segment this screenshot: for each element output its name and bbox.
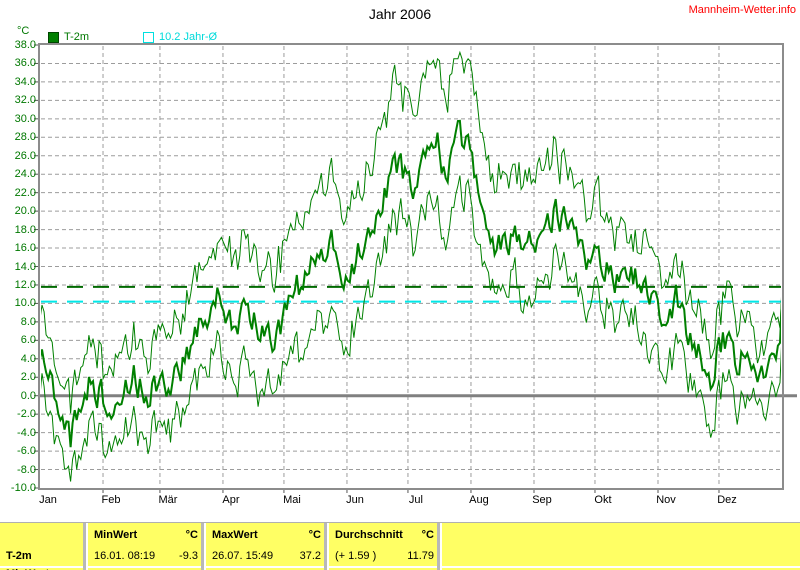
- x-axis-label-mär: Mär: [158, 494, 178, 506]
- stats-value-empty: [440, 546, 800, 566]
- stats-row-label: T-2m: [0, 546, 86, 566]
- x-axis-label-jan: Jan: [39, 494, 57, 506]
- legend-item-longterm-average: 10.2 Jahr-Ø: [143, 31, 217, 43]
- durchschnitt-header-label: Durchschnitt: [335, 528, 403, 541]
- stats-clipped-row-label: MinWert: [0, 566, 86, 570]
- durchschnitt-unit-label: °C: [421, 528, 434, 541]
- y-axis-label: 22.0: [14, 186, 36, 199]
- y-axis-label: 4.0: [20, 352, 36, 365]
- min-datetime: 16.01. 08:19: [94, 550, 156, 562]
- y-axis-label: 24.0: [14, 168, 36, 181]
- x-axis-label-mai: Mai: [283, 494, 301, 506]
- max-datetime: 26.07. 15:49: [212, 550, 274, 562]
- minwert-unit-label: °C: [185, 528, 198, 541]
- stats-clipped-cell: [86, 566, 204, 570]
- y-axis-label: -8.0: [17, 463, 36, 476]
- y-axis-label: 38.0: [14, 39, 36, 51]
- t2m-mean-line: [41, 119, 781, 448]
- stats-header-minwert: MinWert °C: [86, 523, 204, 546]
- stats-max-cell: 26.07. 15:49 37.2: [204, 546, 327, 566]
- stats-header-durchschnitt: Durchschnitt °C: [327, 523, 440, 546]
- x-axis-label-jun: Jun: [346, 494, 364, 506]
- y-axis-label: 26.0: [14, 149, 36, 162]
- average-value: 11.79: [407, 550, 434, 562]
- y-axis-label: 2.0: [20, 371, 36, 384]
- page-title: Jahr 2006: [368, 6, 432, 22]
- plot-border: [38, 43, 784, 490]
- stats-corner-cell: [0, 523, 86, 546]
- stats-header-maxwert: MaxWert °C: [204, 523, 327, 546]
- x-axis-label-aug: Aug: [469, 494, 489, 506]
- legend-longterm-average-label: 10.2 Jahr-Ø: [159, 31, 218, 43]
- temperature-series-group: [41, 50, 781, 482]
- y-axis-label: 16.0: [14, 242, 36, 255]
- y-axis-label: -4.0: [17, 426, 36, 439]
- x-axis-label-feb: Feb: [101, 494, 121, 506]
- y-axis-label: 0.0: [20, 389, 36, 402]
- brand-link[interactable]: Mannheim-Wetter.info: [688, 4, 796, 16]
- maxwert-unit-label: °C: [308, 528, 321, 541]
- stats-clipped-cell: [204, 566, 327, 570]
- stats-clipped-cell: [327, 566, 440, 570]
- legend-t2m-label: T-2m: [64, 31, 90, 43]
- legend-item-t2m: T-2m: [48, 31, 89, 43]
- average-deviation: (+ 1.59 ): [335, 550, 377, 562]
- y-axis-label: 6.0: [20, 334, 36, 347]
- stats-min-cell: 16.01. 08:19 -9.3: [86, 546, 204, 566]
- stats-header-empty: [440, 523, 800, 546]
- x-axis-label-nov: Nov: [656, 494, 676, 506]
- maxwert-header-label: MaxWert: [212, 528, 258, 541]
- min-value: -9.3: [179, 550, 198, 562]
- y-axis-label: -6.0: [17, 445, 36, 458]
- daily-max-line: [41, 50, 781, 414]
- y-axis-label: 36.0: [14, 57, 36, 70]
- minwert-header-label: MinWert: [94, 528, 138, 541]
- x-axis-label-okt: Okt: [594, 494, 612, 506]
- x-axis-label-apr: Apr: [222, 494, 240, 506]
- stats-average-cell: (+ 1.59 ) 11.79: [327, 546, 440, 566]
- y-axis-label: -2.0: [17, 408, 36, 421]
- y-axis-label: 10.0: [14, 297, 36, 310]
- longterm-average-swatch-icon: [143, 31, 154, 43]
- y-axis-label: 20.0: [14, 205, 36, 218]
- x-axis-label-jul: Jul: [408, 494, 423, 506]
- daily-min-line: [41, 175, 781, 482]
- y-axis-label: 32.0: [14, 94, 36, 107]
- y-axis-label: 34.0: [14, 75, 36, 88]
- y-axis-label: 18.0: [14, 223, 36, 236]
- y-axis-label: 30.0: [14, 112, 36, 125]
- y-axis-label: 28.0: [14, 131, 36, 144]
- x-axis-label-dez: Dez: [717, 494, 737, 506]
- y-axis-label: 8.0: [20, 315, 36, 328]
- y-axis-label: -10.0: [10, 482, 36, 494]
- t2m-series-swatch-icon: [48, 31, 59, 43]
- max-value: 37.2: [299, 550, 321, 562]
- y-axis-unit-label: °C: [17, 25, 30, 37]
- stats-clipped-cell: [440, 566, 800, 570]
- statistics-table: MinWert °C MaxWert °C Durchschnitt °C T-…: [0, 522, 800, 570]
- y-axis-label: 14.0: [14, 260, 36, 273]
- x-axis-label-sep: Sep: [532, 494, 552, 506]
- y-axis-label: 12.0: [14, 278, 36, 291]
